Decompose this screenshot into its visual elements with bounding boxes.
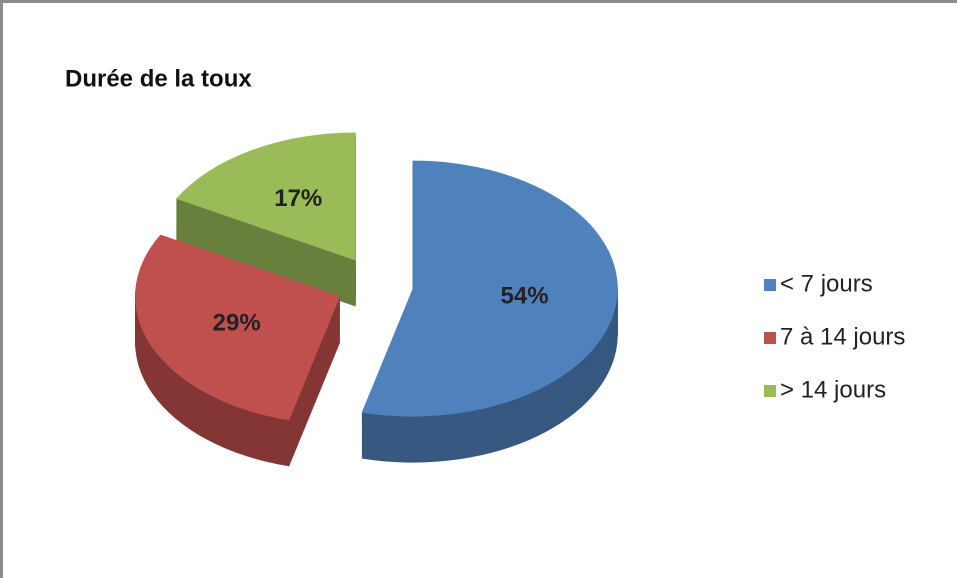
- legend-label: < 7 jours: [780, 270, 873, 297]
- data-label: 54%: [501, 283, 549, 310]
- data-label: 29%: [213, 310, 261, 337]
- legend-label: 7 à 14 jours: [780, 323, 905, 350]
- data-label: 17%: [274, 185, 322, 212]
- slice: [176, 132, 356, 261]
- pie: 17% 54% 29%: [135, 132, 618, 467]
- slice: [135, 234, 341, 421]
- legend-swatch: [764, 385, 776, 397]
- legend: < 7 jours 7 à 14 jours > 14 jours: [764, 270, 905, 403]
- legend-swatch: [764, 332, 776, 344]
- legend-swatch: [764, 279, 776, 291]
- chart-title: Durée de la toux: [65, 65, 252, 92]
- legend-label: > 14 jours: [780, 376, 886, 403]
- slice: [361, 160, 618, 417]
